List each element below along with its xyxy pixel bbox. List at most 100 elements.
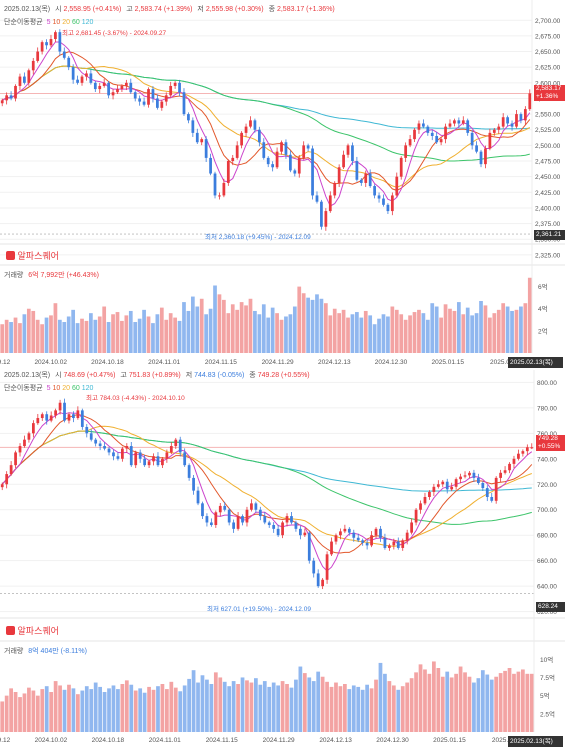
kosdaq-chart[interactable]: 800.00 780.00 760.00 740.00 720.00 700.00 680.…: [0, 370, 565, 748]
candle-body: [9, 95, 13, 99]
candle-body: [80, 76, 84, 83]
volume-bar: [31, 690, 36, 732]
candle-body: [387, 545, 391, 548]
volume-bar: [448, 308, 452, 353]
x-tick-label: 2024.11.15: [205, 359, 237, 366]
candle-body: [430, 132, 434, 136]
volume-bar: [461, 314, 466, 353]
volume-bar: [168, 313, 173, 353]
candle-body: [435, 136, 439, 143]
low-value: 2,555.98 (+0.30%): [205, 6, 264, 13]
candle-body: [156, 98, 159, 108]
open-label: 시: [55, 372, 62, 379]
x-tick-label: 2024.10.18: [92, 737, 125, 744]
kospi-chart[interactable]: 2,700.00 2,675.00 2,650.00 2,625.00 2,600.00…: [0, 0, 565, 370]
volume-bar: [71, 688, 76, 732]
volume-bar: [316, 671, 321, 732]
candle-body: [439, 139, 443, 143]
candle-body: [284, 142, 288, 155]
volume-bar: [266, 317, 271, 353]
candle-body: [191, 120, 195, 133]
candle-body: [488, 132, 492, 149]
candle-body: [0, 484, 4, 488]
candle-body: [289, 154, 292, 171]
volume-bar: [0, 701, 5, 732]
open-value: 2,558.95 (+0.41%): [63, 6, 122, 13]
candle-body: [27, 70, 31, 83]
volume-bar: [494, 676, 499, 732]
candle-body: [227, 509, 231, 523]
volume-bar: [120, 320, 124, 353]
volume-bar: [325, 681, 329, 732]
ma20-label: 20: [62, 385, 70, 392]
candle-body: [18, 446, 22, 453]
ma-legend[interactable]: 단순이동평균 5 10 20 60 120: [4, 383, 93, 393]
candle-body: [334, 535, 338, 542]
volume-bar: [218, 677, 223, 732]
candle-body: [93, 82, 97, 90]
volume-bar: [191, 670, 196, 732]
low-label: 저: [185, 372, 193, 379]
candle-body: [72, 414, 75, 419]
candle-body: [379, 528, 382, 538]
candle-body: [253, 120, 257, 130]
candle-body: [236, 516, 240, 529]
close-label: 종: [249, 372, 256, 379]
candle-body: [124, 82, 128, 86]
volume-bar: [505, 306, 510, 353]
volume-bar: [196, 682, 200, 732]
candle-body: [510, 123, 514, 127]
volume-bar: [483, 305, 488, 353]
volume-bar: [470, 315, 475, 353]
volume-bar: [289, 687, 294, 732]
candle-body: [31, 423, 35, 434]
candle-body: [102, 82, 106, 86]
ma-legend[interactable]: 단순이동평균 5 10 20 60 120: [4, 17, 93, 27]
kosdaq-chart-canvas[interactable]: 800.00 780.00 760.00 740.00 720.00 700.00 680.…: [0, 370, 565, 748]
kospi-chart-canvas[interactable]: 2,700.00 2,675.00 2,650.00 2,625.00 2,600.00…: [0, 0, 565, 370]
candle-body: [129, 82, 133, 93]
x-tick-label: 2025.02.0: [490, 359, 519, 366]
header-date: 2025.02.13(목): [4, 6, 51, 13]
high-label: 고: [126, 6, 133, 13]
volume-bar: [463, 672, 467, 732]
min-annotation: 최저 2,360.18 (+9.45%) - 2024.12.09: [205, 234, 311, 241]
volume-tick-label: 10억: [540, 656, 553, 664]
y-tick-label: 2,675.00: [535, 33, 561, 40]
max-annotation: 최고 2,681.45 (-3.67%) - 2024.09.27: [62, 30, 167, 37]
candle-body: [120, 85, 124, 90]
candle-body: [476, 477, 480, 483]
date-tag: 2025.02.13(목): [508, 357, 563, 368]
candle-body: [58, 402, 62, 411]
candle-body: [178, 82, 181, 93]
volume-bar: [257, 314, 262, 353]
open-value: 748.69 (+0.47%): [63, 372, 116, 379]
candle-body: [107, 82, 110, 96]
y-tick-label: 2,650.00: [535, 49, 561, 56]
candle-body: [232, 522, 236, 529]
volume-bar: [391, 685, 396, 732]
volume-bar: [501, 303, 506, 353]
candle-body: [49, 39, 53, 46]
volume-bar: [231, 681, 236, 732]
candle-body: [142, 101, 146, 105]
brand-badge: 알파스퀘어: [6, 624, 59, 637]
volume-bar: [434, 306, 439, 353]
volume-bar: [390, 306, 395, 353]
y-tick-label: 2,625.00: [535, 65, 561, 72]
candle-body: [187, 114, 190, 121]
volume-bar: [4, 319, 9, 353]
candle-body: [200, 139, 204, 143]
volume-bar: [365, 684, 369, 732]
candle-body: [271, 164, 275, 168]
volume-bar: [93, 319, 98, 353]
candle-body: [408, 139, 412, 146]
candle-body: [120, 448, 124, 459]
volume-bar: [44, 317, 49, 353]
volume-bar: [165, 689, 169, 732]
close-value: 2,583.17 (+1.36%): [276, 6, 335, 13]
candle-body: [359, 179, 363, 183]
volume-bar: [249, 682, 254, 732]
candle-body: [459, 476, 462, 480]
candle-body: [484, 148, 487, 165]
